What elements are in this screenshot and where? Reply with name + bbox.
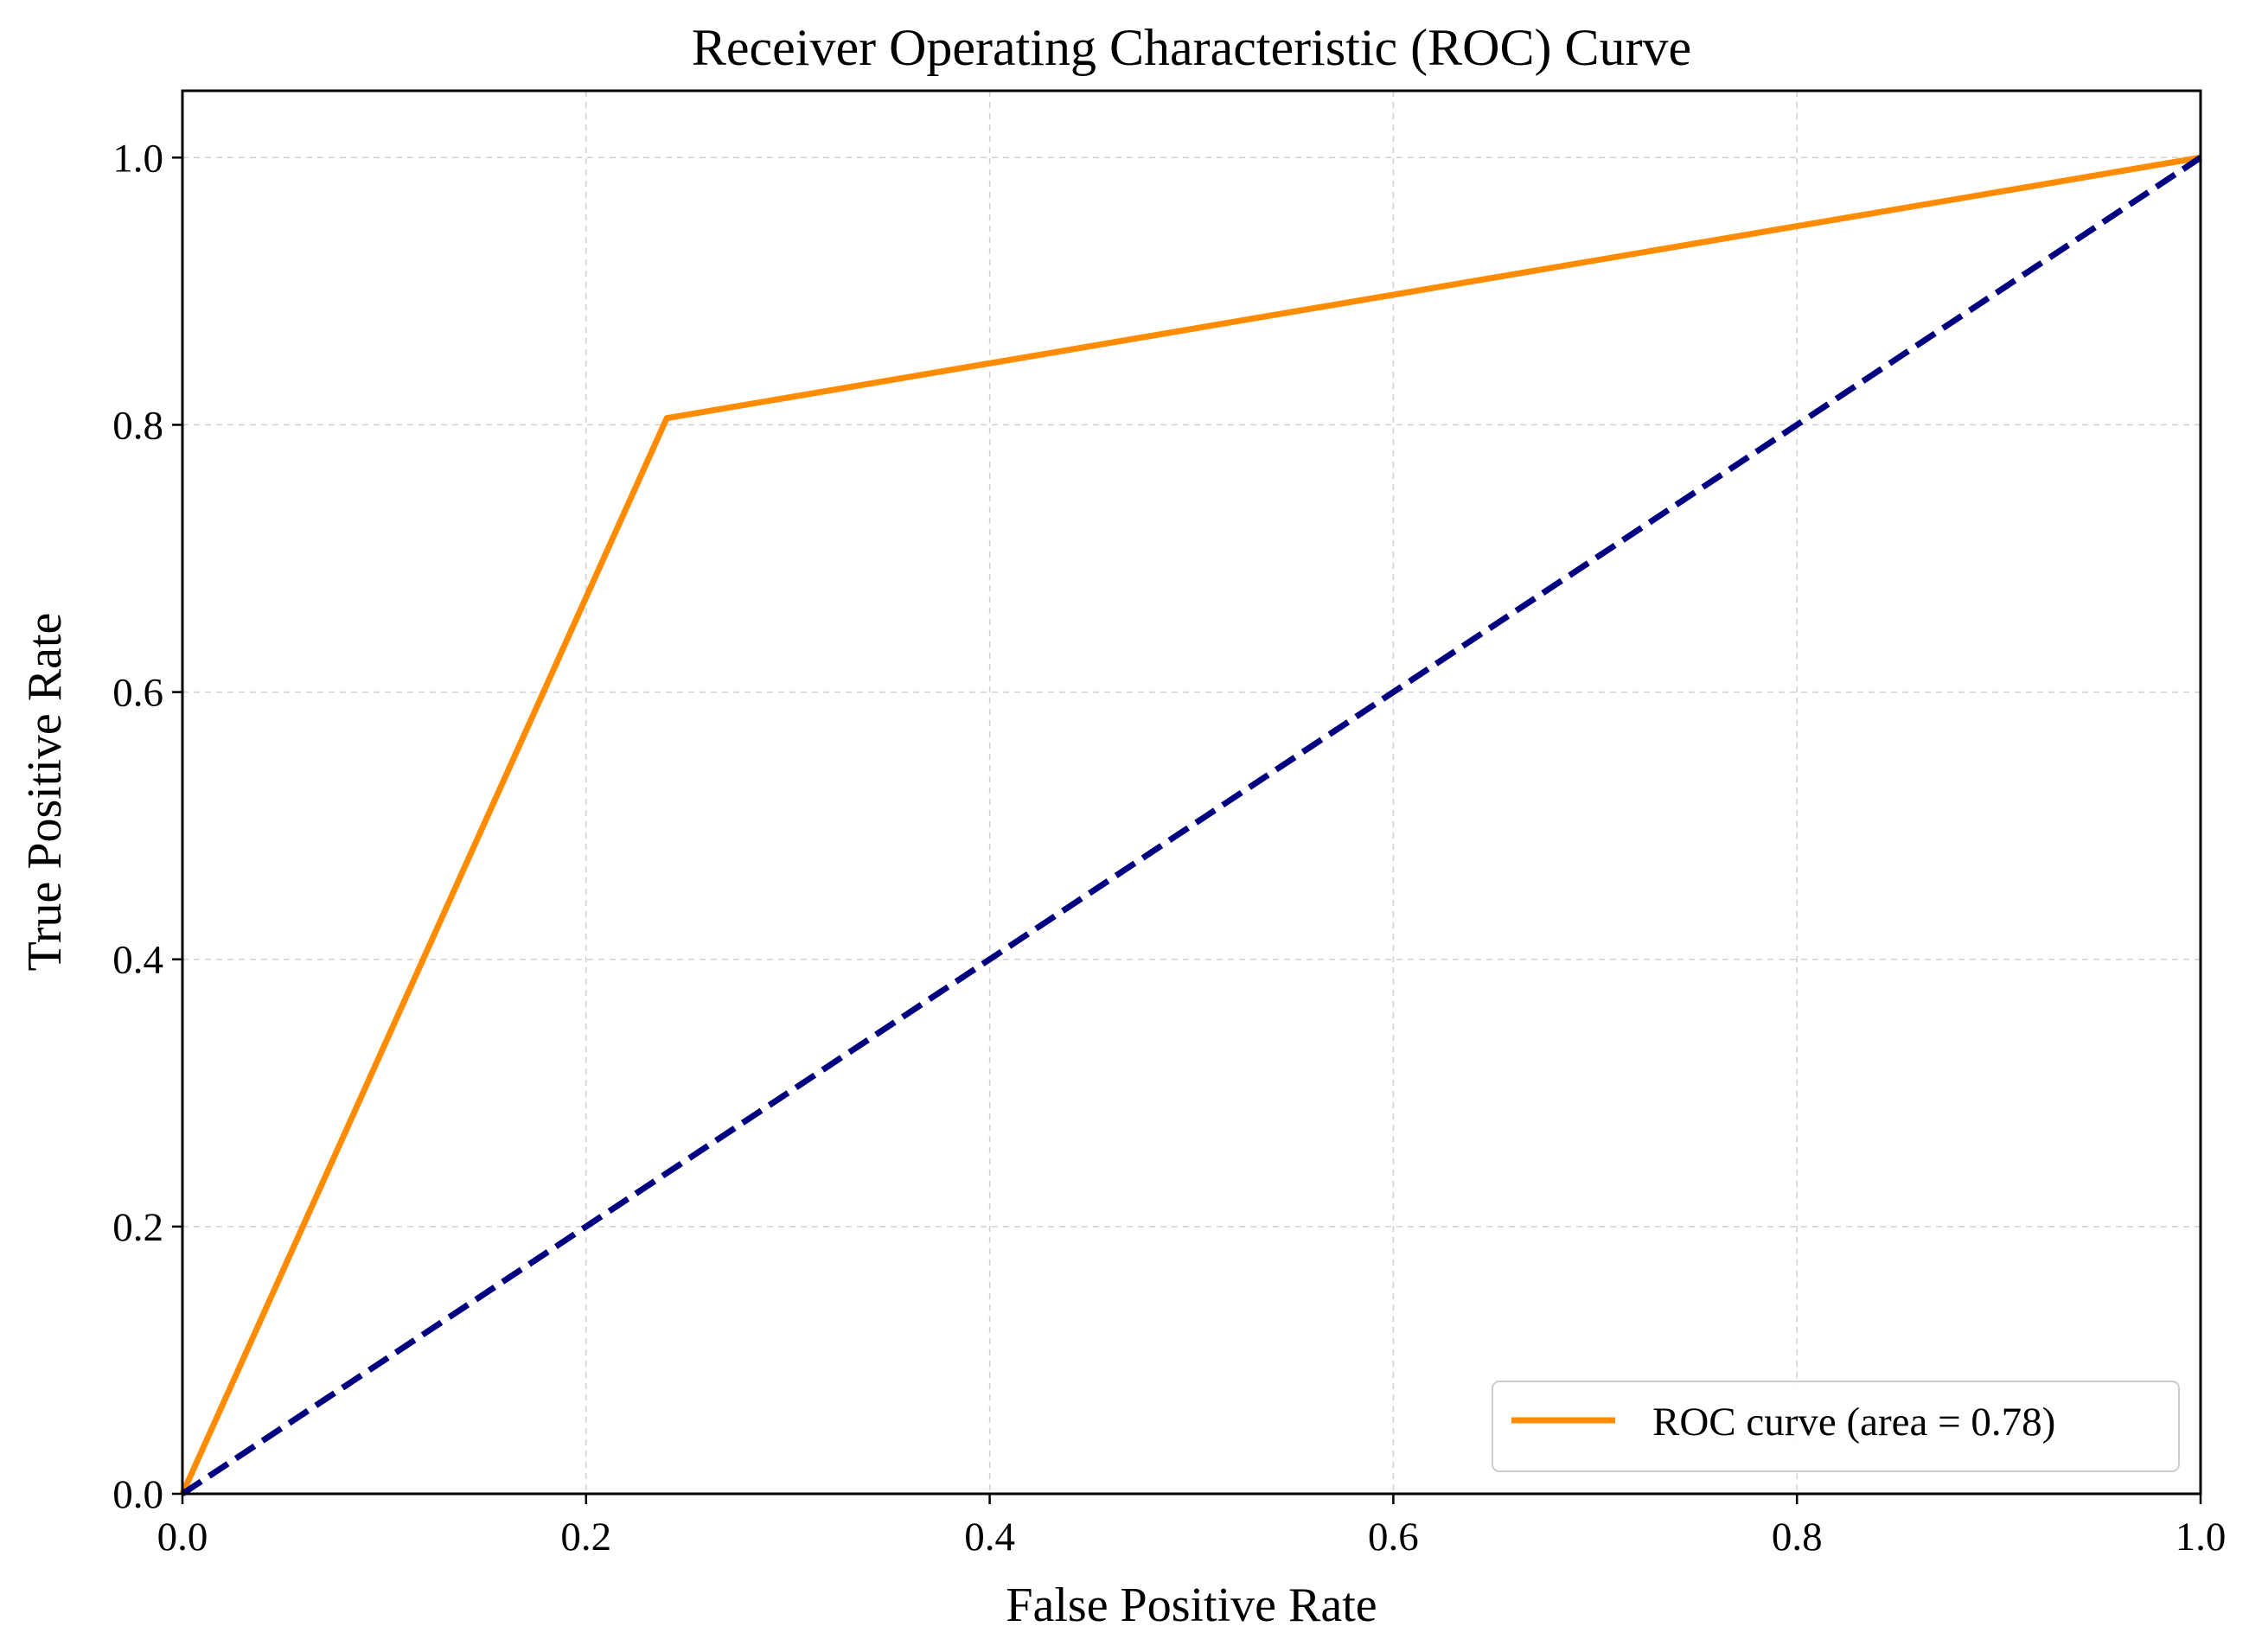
roc-curve-line	[179, 154, 2201, 1496]
x-tick-label: 1.0	[2176, 1515, 2227, 1560]
x-tick-label: 0.0	[157, 1515, 208, 1560]
x-tick-label: 0.8	[1772, 1515, 1823, 1560]
x-tick-label: 0.6	[1368, 1515, 1419, 1560]
y-tick-label: 0.2	[112, 1205, 163, 1250]
plot-frame	[181, 89, 2202, 1496]
series-layer	[179, 154, 2202, 1496]
x-tick-label: 0.4	[964, 1515, 1015, 1560]
y-axis: 0.0 0.2 0.4 0.6 0.8 1.0	[112, 136, 182, 1517]
legend: ROC curve (area = 0.78)	[1492, 1381, 2180, 1472]
y-tick-label: 0.8	[112, 403, 163, 448]
chart-title: Receiver Operating Characteristic (ROC) …	[692, 19, 1691, 76]
x-tick-label: 0.2	[560, 1515, 611, 1560]
x-axis: 0.0 0.2 0.4 0.6 0.8 1.0	[157, 1494, 2227, 1560]
y-tick-label: 0.6	[112, 671, 163, 716]
y-axis-label: True Positive Rate	[18, 613, 72, 972]
x-axis-label: False Positive Rate	[1006, 1579, 1377, 1632]
diagonal-reference-line	[181, 155, 2202, 1496]
y-tick-label: 0.0	[112, 1472, 163, 1517]
y-tick-label: 1.0	[112, 136, 163, 181]
y-tick-label: 0.4	[112, 938, 163, 983]
legend-box	[1492, 1381, 2180, 1472]
legend-label-roc: ROC curve (area = 0.78)	[1652, 1400, 2055, 1445]
